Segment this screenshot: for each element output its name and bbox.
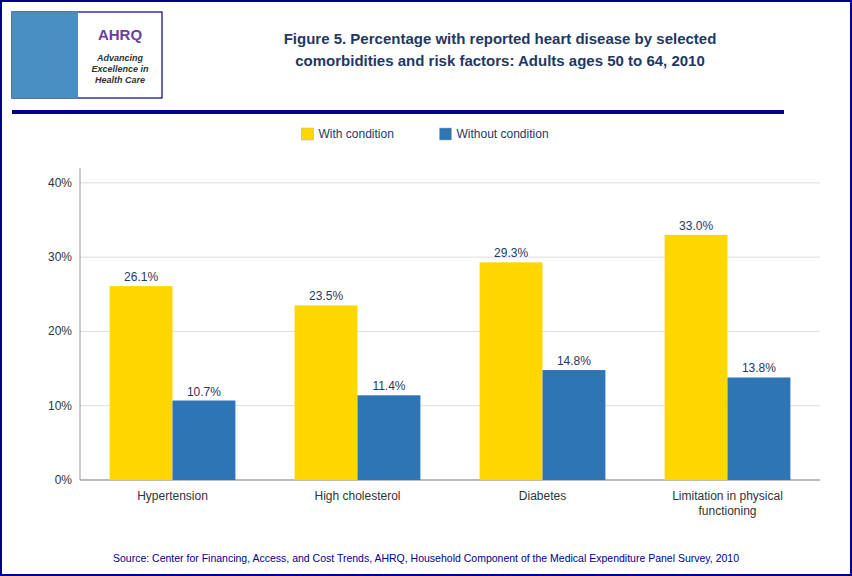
text-line: functioning — [698, 504, 756, 518]
title: Figure 5. Percentage with reported heart… — [284, 30, 717, 69]
data-labels: 26.1% 23.5% 29.3% 33.0% 10.7% 11.4% 14.8% 13.8% — [124, 219, 776, 399]
legend-swatch — [302, 128, 314, 140]
legend: With condition Without condition — [302, 127, 549, 141]
logo-text: AHRQ — [98, 26, 142, 43]
x-tick-label: High cholesterol — [314, 489, 400, 503]
logo-text: Advancing — [96, 53, 144, 63]
data-label: 10.7% — [187, 385, 221, 399]
bar — [110, 286, 173, 480]
x-tick-label: Hypertension — [137, 489, 208, 503]
y-tick-label: 20% — [48, 324, 72, 338]
legend-swatch — [440, 128, 452, 140]
text-line: Limitation in physical — [672, 489, 783, 503]
page-border — [1, 1, 851, 575]
legend-entry: Without condition — [457, 127, 549, 141]
background — [0, 0, 852, 576]
data-label: 14.8% — [557, 354, 591, 368]
data-label: 33.0% — [679, 219, 713, 233]
bar — [665, 235, 728, 480]
bar — [295, 305, 358, 480]
grid — [80, 183, 820, 480]
bar — [358, 395, 421, 480]
data-label: 11.4% — [372, 379, 405, 393]
grid-line — [80, 182, 820, 183]
bar — [480, 262, 543, 480]
bars — [110, 235, 791, 480]
logo-panel — [12, 12, 78, 98]
bar — [728, 377, 791, 480]
data-label: 29.3% — [494, 246, 528, 260]
data-label: 23.5% — [309, 289, 343, 303]
y-tick-label: 10% — [48, 399, 72, 413]
x-tick-label: Limitation in physicalfunctioning — [672, 489, 783, 518]
separator — [12, 110, 784, 114]
y-tick-label: 0% — [55, 473, 73, 487]
y-tick-label: 40% — [48, 176, 72, 190]
logo-text: Health Care — [95, 75, 145, 85]
text-line: Figure 5. Percentage with reported heart… — [284, 30, 717, 47]
data-label: 13.8% — [742, 361, 776, 375]
logo-text: Excellence in — [91, 64, 149, 74]
bar — [543, 370, 606, 480]
logo-box — [12, 12, 162, 98]
y-tick-label: 30% — [48, 250, 72, 264]
text-line: comorbidities and risk factors: Adults a… — [295, 52, 705, 69]
logo: AHRQ AdvancingExcellence inHealth Care — [12, 12, 162, 98]
text-line: Hypertension — [137, 489, 208, 503]
bar — [173, 401, 236, 480]
legend-entry: With condition — [319, 127, 394, 141]
x-tick-label: Diabetes — [519, 489, 566, 503]
source: Source: Center for Financing, Access, an… — [113, 552, 739, 564]
text-line: High cholesterol — [314, 489, 400, 503]
chart: AHRQ AdvancingExcellence inHealth Care Fig… — [0, 0, 852, 576]
text-line: Diabetes — [519, 489, 566, 503]
data-label: 26.1% — [124, 270, 158, 284]
y-axis-line — [80, 168, 81, 480]
